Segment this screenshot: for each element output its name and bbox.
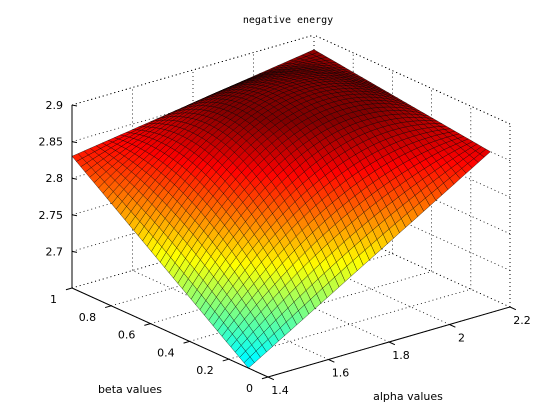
surface-quad bbox=[479, 148, 491, 158]
x-tick-label: 1.4 bbox=[271, 384, 289, 397]
y-tick-label: 0.2 bbox=[196, 364, 214, 377]
y-tick bbox=[261, 376, 269, 380]
y-tick bbox=[144, 323, 151, 326]
z-tick-label: 2.9 bbox=[46, 99, 64, 112]
y-tick-label: 0.6 bbox=[118, 329, 136, 342]
y-tick-label: 0 bbox=[246, 382, 253, 395]
z-tick-label: 2.85 bbox=[39, 136, 64, 149]
y-tick bbox=[183, 340, 190, 344]
x-tick bbox=[509, 306, 517, 311]
chart-title: negative energy bbox=[243, 15, 333, 26]
z-tick-label: 2.8 bbox=[46, 172, 64, 185]
z-tick bbox=[71, 177, 78, 180]
x-tick bbox=[328, 359, 335, 363]
x-tick bbox=[267, 376, 275, 381]
y-tick bbox=[105, 305, 112, 309]
y-axis-label: beta values bbox=[98, 383, 162, 396]
x-tick-label: 2 bbox=[458, 332, 465, 345]
z-tick bbox=[71, 214, 78, 217]
y-tick bbox=[65, 287, 73, 291]
y-tick-label: 0.4 bbox=[157, 346, 175, 359]
y-tick-label: 1 bbox=[50, 293, 57, 306]
z-tick bbox=[71, 104, 78, 107]
y-tick bbox=[222, 358, 229, 362]
x-tick bbox=[449, 324, 456, 328]
axes: 1.4 1.6 1.8 2 2.2 0 0.2 0.4 0.6 0.8 1 2.7 2.75 2.8 2.8… bbox=[39, 99, 531, 397]
z-tick bbox=[71, 250, 78, 253]
x-tick bbox=[388, 341, 396, 346]
x-axis-label: alpha values bbox=[373, 390, 443, 403]
x-tick-label: 1.8 bbox=[392, 349, 410, 362]
surface-mesh bbox=[71, 49, 491, 369]
y-tick-label: 0.8 bbox=[79, 311, 97, 324]
z-tick-label: 2.75 bbox=[39, 209, 64, 222]
z-tick bbox=[71, 141, 78, 144]
x-tick-label: 1.6 bbox=[332, 367, 350, 380]
z-tick-label: 2.7 bbox=[46, 245, 64, 258]
y-axis-line bbox=[71, 287, 269, 378]
x-tick-label: 2.2 bbox=[513, 314, 531, 327]
